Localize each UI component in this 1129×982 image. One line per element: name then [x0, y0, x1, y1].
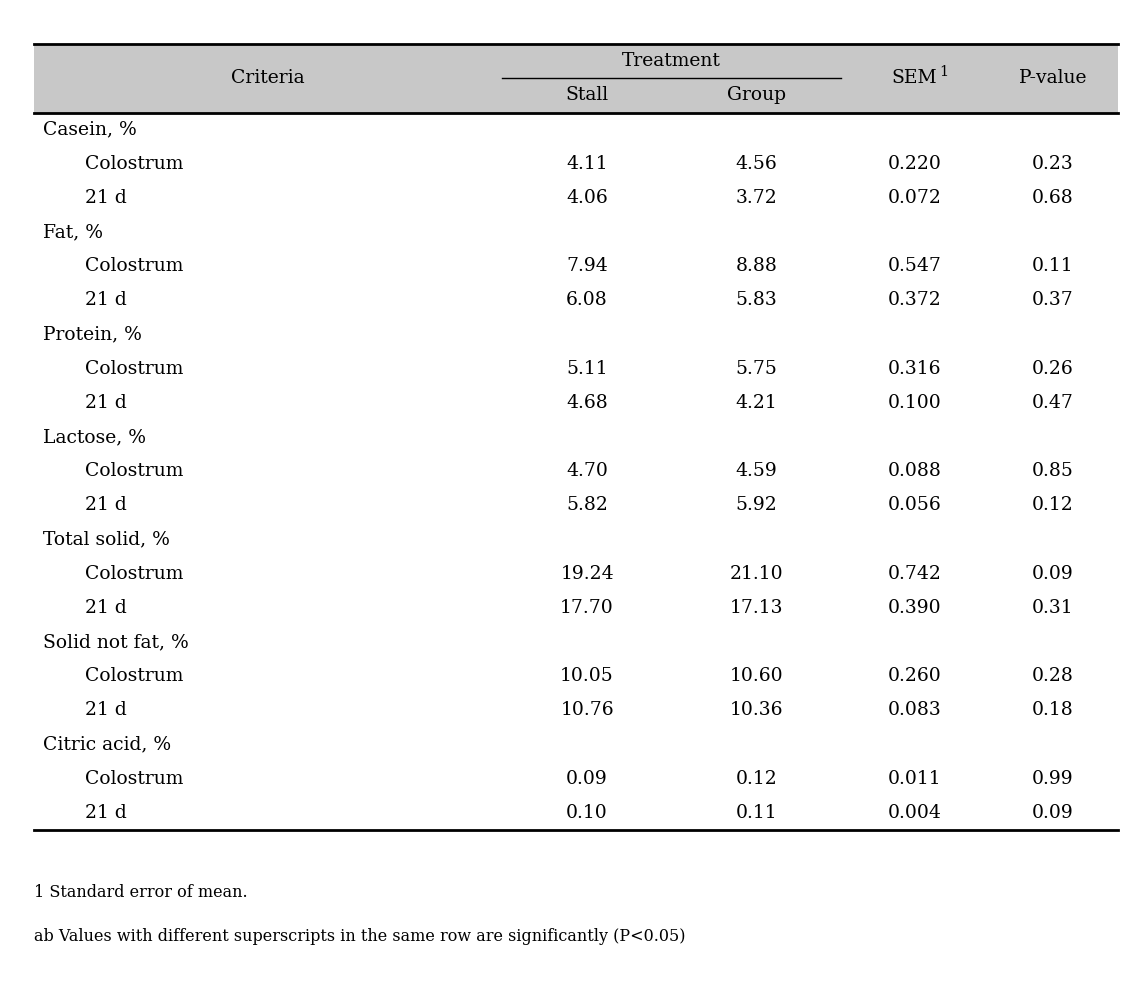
Text: Treatment: Treatment [622, 52, 721, 71]
Text: 0.011: 0.011 [887, 770, 942, 788]
Text: 4.70: 4.70 [566, 463, 609, 480]
Text: 21.10: 21.10 [729, 565, 784, 582]
Text: 0.088: 0.088 [887, 463, 942, 480]
Text: 0.372: 0.372 [887, 292, 942, 309]
Text: 1: 1 [939, 65, 948, 80]
Text: 0.09: 0.09 [1032, 803, 1074, 822]
Text: 4.68: 4.68 [567, 394, 607, 411]
Text: Casein, %: Casein, % [43, 121, 137, 138]
Text: 0.99: 0.99 [1032, 770, 1074, 788]
Text: 0.31: 0.31 [1032, 599, 1074, 617]
Text: 8.88: 8.88 [735, 257, 778, 275]
Text: Citric acid, %: Citric acid, % [43, 736, 170, 753]
Text: 21 d: 21 d [85, 189, 126, 207]
Text: Colostrum: Colostrum [85, 359, 183, 378]
Text: 5.92: 5.92 [736, 496, 777, 515]
Text: 1 Standard error of mean.: 1 Standard error of mean. [34, 884, 247, 900]
Text: 21 d: 21 d [85, 292, 126, 309]
Text: 4.21: 4.21 [736, 394, 777, 411]
Text: Group: Group [727, 86, 786, 104]
Text: 4.06: 4.06 [567, 189, 607, 207]
Text: 3.72: 3.72 [736, 189, 777, 207]
Text: 0.547: 0.547 [887, 257, 942, 275]
Text: 0.23: 0.23 [1032, 155, 1074, 173]
Text: 4.56: 4.56 [736, 155, 777, 173]
Text: 0.37: 0.37 [1032, 292, 1074, 309]
Text: 21 d: 21 d [85, 496, 126, 515]
Text: Colostrum: Colostrum [85, 257, 183, 275]
Text: 0.09: 0.09 [567, 770, 607, 788]
Text: 19.24: 19.24 [560, 565, 614, 582]
Text: 5.83: 5.83 [736, 292, 777, 309]
Text: 17.70: 17.70 [560, 599, 614, 617]
Text: Colostrum: Colostrum [85, 770, 183, 788]
Text: 0.220: 0.220 [887, 155, 942, 173]
Text: Total solid, %: Total solid, % [43, 530, 169, 549]
Text: 0.316: 0.316 [887, 359, 942, 378]
Text: 0.26: 0.26 [1032, 359, 1074, 378]
Text: 0.11: 0.11 [1032, 257, 1074, 275]
Text: 10.60: 10.60 [729, 667, 784, 685]
Text: 4.11: 4.11 [567, 155, 607, 173]
Text: 10.76: 10.76 [560, 701, 614, 719]
Bar [34, 44, 1118, 113]
Text: 0.47: 0.47 [1032, 394, 1074, 411]
Text: 0.18: 0.18 [1032, 701, 1074, 719]
Text: 5.75: 5.75 [735, 359, 778, 378]
Text: Criteria: Criteria [231, 70, 305, 87]
Text: 21 d: 21 d [85, 599, 126, 617]
Text: 0.85: 0.85 [1032, 463, 1074, 480]
Text: Stall: Stall [566, 86, 609, 104]
Text: 0.09: 0.09 [1032, 565, 1074, 582]
Text: Colostrum: Colostrum [85, 565, 183, 582]
Text: 21 d: 21 d [85, 803, 126, 822]
Text: 0.12: 0.12 [736, 770, 777, 788]
Text: 0.12: 0.12 [1032, 496, 1074, 515]
Text: 4.59: 4.59 [736, 463, 777, 480]
Text: 0.083: 0.083 [887, 701, 942, 719]
Text: Solid not fat, %: Solid not fat, % [43, 633, 189, 651]
Text: Lactose, %: Lactose, % [43, 428, 146, 446]
Text: 0.11: 0.11 [736, 803, 777, 822]
Text: 0.10: 0.10 [567, 803, 607, 822]
Text: 0.68: 0.68 [1032, 189, 1074, 207]
Text: ab Values with different superscripts in the same row are significantly (P<0.05): ab Values with different superscripts in… [34, 928, 685, 945]
Text: 0.100: 0.100 [887, 394, 942, 411]
Text: Protein, %: Protein, % [43, 325, 142, 344]
Text: 0.260: 0.260 [887, 667, 942, 685]
Text: 6.08: 6.08 [567, 292, 607, 309]
Text: Fat, %: Fat, % [43, 223, 103, 241]
Text: Colostrum: Colostrum [85, 155, 183, 173]
Text: 0.28: 0.28 [1032, 667, 1074, 685]
Text: 0.742: 0.742 [887, 565, 942, 582]
Text: 0.390: 0.390 [887, 599, 942, 617]
Text: 0.056: 0.056 [887, 496, 942, 515]
Text: 21 d: 21 d [85, 394, 126, 411]
Text: 5.82: 5.82 [566, 496, 609, 515]
Text: 21 d: 21 d [85, 701, 126, 719]
Text: 10.36: 10.36 [729, 701, 784, 719]
Text: SEM: SEM [892, 70, 937, 87]
Text: 0.072: 0.072 [887, 189, 942, 207]
Text: 5.11: 5.11 [567, 359, 607, 378]
Text: 10.05: 10.05 [560, 667, 614, 685]
Text: 17.13: 17.13 [729, 599, 784, 617]
Text: 7.94: 7.94 [567, 257, 607, 275]
Text: Colostrum: Colostrum [85, 667, 183, 685]
Text: 0.004: 0.004 [887, 803, 942, 822]
Text: P-value: P-value [1018, 70, 1087, 87]
Text: Colostrum: Colostrum [85, 463, 183, 480]
